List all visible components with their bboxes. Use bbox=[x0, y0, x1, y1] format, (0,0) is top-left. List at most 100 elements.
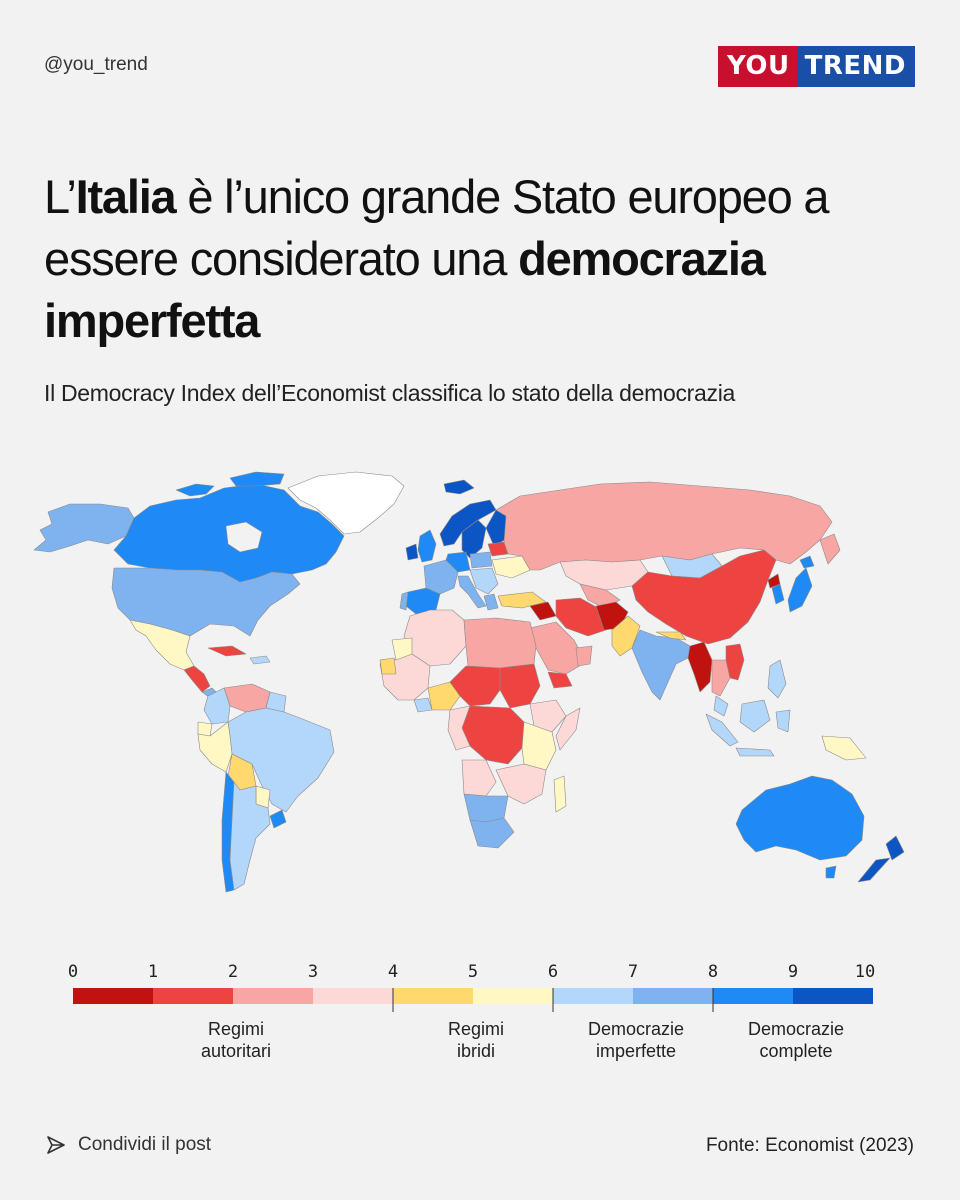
country-malaysia bbox=[713, 695, 729, 717]
country-central-america bbox=[183, 665, 211, 693]
country-australia bbox=[735, 775, 865, 861]
country-nigeria bbox=[427, 681, 461, 711]
country-argentina bbox=[229, 781, 271, 891]
country-poland bbox=[469, 551, 493, 569]
legend-bin bbox=[473, 988, 553, 1004]
hudson-bay bbox=[225, 521, 263, 553]
handle-text: @you_trend bbox=[44, 54, 148, 75]
legend-category-label: Democrazie bbox=[748, 1019, 844, 1039]
country-oman bbox=[575, 645, 593, 667]
legend-bin bbox=[153, 988, 233, 1004]
country-russia bbox=[495, 481, 833, 571]
legend-tick-label: 2 bbox=[228, 962, 238, 982]
country-canada-arctic bbox=[175, 483, 215, 497]
legend-tick-label: 7 bbox=[628, 962, 638, 982]
headline-emphasis: democrazia imperfetta bbox=[44, 232, 766, 347]
country-namibia-botswana bbox=[463, 793, 509, 823]
country-angola bbox=[461, 759, 497, 797]
legend-ticks: 0 1 2 3 4 5 6 7 8 9 10 bbox=[68, 962, 875, 982]
source-text: Fonte: Economist (2023) bbox=[705, 1135, 914, 1156]
country-senegal bbox=[379, 657, 397, 675]
headline-part1: L’ bbox=[44, 170, 77, 223]
country-india bbox=[631, 629, 691, 701]
country-saudi bbox=[529, 621, 587, 675]
legend-categories: RegimiautoritariRegimiibridiDemocrazieim… bbox=[201, 1019, 844, 1061]
country-indonesia-java bbox=[735, 747, 775, 757]
country-nepal-bangladesh bbox=[655, 631, 687, 641]
legend-bin bbox=[233, 988, 313, 1004]
country-greece bbox=[483, 593, 499, 611]
country-cuba bbox=[207, 645, 247, 657]
country-portugal bbox=[399, 591, 409, 611]
country-philippines bbox=[767, 659, 787, 699]
country-nz-north bbox=[885, 835, 905, 861]
country-libya-egypt bbox=[463, 617, 537, 669]
legend-category-label: autoritari bbox=[201, 1041, 271, 1061]
country-mali-mauritania bbox=[391, 637, 413, 661]
logo-you: YOU bbox=[718, 46, 798, 87]
country-cameroon-gabon bbox=[447, 705, 471, 751]
legend-tick-label: 10 bbox=[855, 962, 875, 982]
country-japan bbox=[787, 567, 813, 613]
legend-tick-label: 3 bbox=[308, 962, 318, 982]
headline-part3: è l’unico grande Stato europeo a essere … bbox=[44, 170, 830, 285]
country-indonesia-sulawesi bbox=[775, 709, 791, 733]
country-greenland bbox=[287, 471, 405, 535]
legend-category-label: imperfette bbox=[596, 1041, 676, 1061]
country-ethiopia bbox=[529, 699, 567, 733]
legend-tick-label: 6 bbox=[548, 962, 558, 982]
country-canada-arctic-2 bbox=[229, 471, 285, 487]
country-italy bbox=[457, 575, 487, 609]
country-madagascar bbox=[553, 775, 567, 813]
subtitle: Il Democracy Index dell’Economist classi… bbox=[44, 380, 736, 406]
country-png bbox=[821, 735, 867, 761]
country-ireland bbox=[405, 543, 419, 561]
share-post-button[interactable]: Condividi il post bbox=[46, 1134, 211, 1156]
legend-tick-label: 5 bbox=[468, 962, 478, 982]
country-korea bbox=[771, 583, 785, 605]
country-hispaniola bbox=[249, 655, 271, 665]
country-myanmar bbox=[687, 641, 713, 693]
country-indonesia-borneo bbox=[739, 699, 771, 733]
country-uk bbox=[417, 529, 437, 563]
legend: 0 1 2 3 4 5 6 7 8 9 10 RegimiautoritariRegimiibrid… bbox=[68, 962, 875, 1061]
country-ukraine bbox=[491, 555, 531, 579]
legend-tick-label: 1 bbox=[148, 962, 158, 982]
country-venezuela bbox=[223, 683, 271, 713]
legend-tick-label: 8 bbox=[708, 962, 718, 982]
country-balkans bbox=[469, 567, 499, 595]
world-map bbox=[33, 471, 905, 893]
country-iceland bbox=[443, 479, 475, 495]
country-somalia bbox=[555, 707, 581, 751]
country-sudan bbox=[499, 663, 541, 709]
country-ecuador bbox=[197, 721, 213, 737]
share-label: Condividi il post bbox=[78, 1134, 212, 1155]
country-nz-south bbox=[857, 857, 891, 883]
country-china bbox=[631, 549, 777, 645]
logo-trend: TREND bbox=[797, 46, 915, 87]
legend-bin bbox=[793, 988, 873, 1004]
country-north-korea bbox=[767, 573, 781, 589]
country-sweden bbox=[461, 519, 487, 559]
legend-bin bbox=[553, 988, 633, 1004]
legend-bin bbox=[633, 988, 713, 1004]
legend-category-label: ibridi bbox=[457, 1041, 495, 1061]
russia-kamchatka bbox=[819, 533, 841, 565]
legend-tick-label: 9 bbox=[788, 962, 798, 982]
country-indonesia-sumatra bbox=[705, 713, 739, 747]
legend-category-label: Regimi bbox=[448, 1019, 504, 1039]
legend-bin bbox=[73, 988, 153, 1004]
country-ghana-coast bbox=[413, 697, 433, 713]
legend-bin bbox=[313, 988, 393, 1004]
country-alaska bbox=[33, 503, 135, 553]
headline-italia: Italia bbox=[75, 170, 177, 223]
country-central-africa bbox=[461, 705, 525, 765]
country-germany bbox=[445, 551, 471, 573]
legend-tick-label: 4 bbox=[388, 962, 398, 982]
legend-bin bbox=[713, 988, 793, 1004]
headline: L’Italia è l’unico grande Stato europeo … bbox=[44, 166, 924, 352]
country-iran bbox=[555, 597, 607, 637]
country-yemen bbox=[547, 671, 573, 689]
legend-category-label: Regimi bbox=[208, 1019, 264, 1039]
legend-tick-label: 0 bbox=[68, 962, 78, 982]
